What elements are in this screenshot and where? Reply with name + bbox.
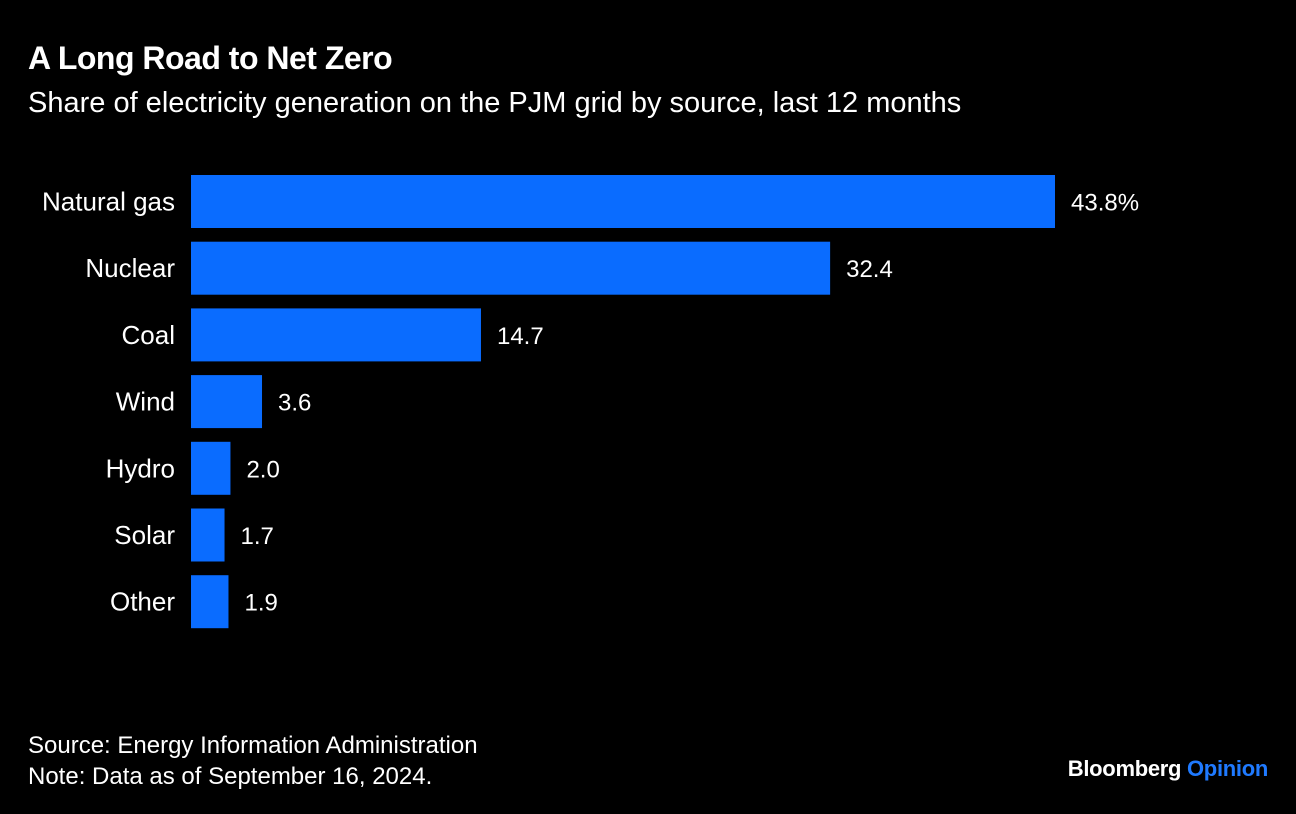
bar-wind	[191, 375, 263, 429]
bar-chart: Natural gas 43.8% Nuclear 32.4 Coal 14.7 Wind 3…	[42, 175, 1139, 629]
value-label-wind: 3.6	[278, 390, 311, 417]
category-label-other: Other	[110, 587, 175, 617]
category-label-nuclear: Nuclear	[85, 253, 175, 283]
category-label-solar: Solar	[114, 520, 175, 550]
value-label-natural-gas: 43.8%	[1071, 190, 1139, 217]
category-label-hydro: Hydro	[106, 453, 175, 483]
category-label-coal: Coal	[122, 320, 175, 350]
brand-name: Bloomberg	[1067, 756, 1182, 781]
bar-coal	[191, 308, 481, 362]
value-label-nuclear: 32.4	[846, 256, 893, 283]
bar-nuclear	[191, 241, 831, 295]
chart-subtitle: Share of electricity generation on the P…	[28, 87, 962, 119]
bar-natural-gas	[191, 175, 1055, 228]
brand-section: Opinion	[1187, 756, 1268, 781]
brand-logo: Bloomberg Opinion	[1067, 756, 1269, 782]
bar-hydro	[191, 441, 231, 495]
chart-title: A Long Road to Net Zero	[28, 40, 393, 76]
bar-other	[191, 575, 229, 629]
value-label-coal: 14.7	[497, 323, 544, 350]
data-note: Note: Data as of September 16, 2024.	[28, 763, 433, 790]
category-label-natural-gas: Natural gas	[42, 187, 175, 217]
category-label-wind: Wind	[116, 387, 175, 417]
value-label-solar: 1.7	[241, 523, 274, 550]
chart-footer: Source: Energy Information Administratio…	[28, 730, 478, 792]
bar-solar	[191, 508, 225, 562]
value-label-other: 1.9	[244, 590, 277, 617]
source-note: Source: Energy Information Administratio…	[28, 732, 478, 759]
value-label-hydro: 2.0	[246, 456, 279, 483]
